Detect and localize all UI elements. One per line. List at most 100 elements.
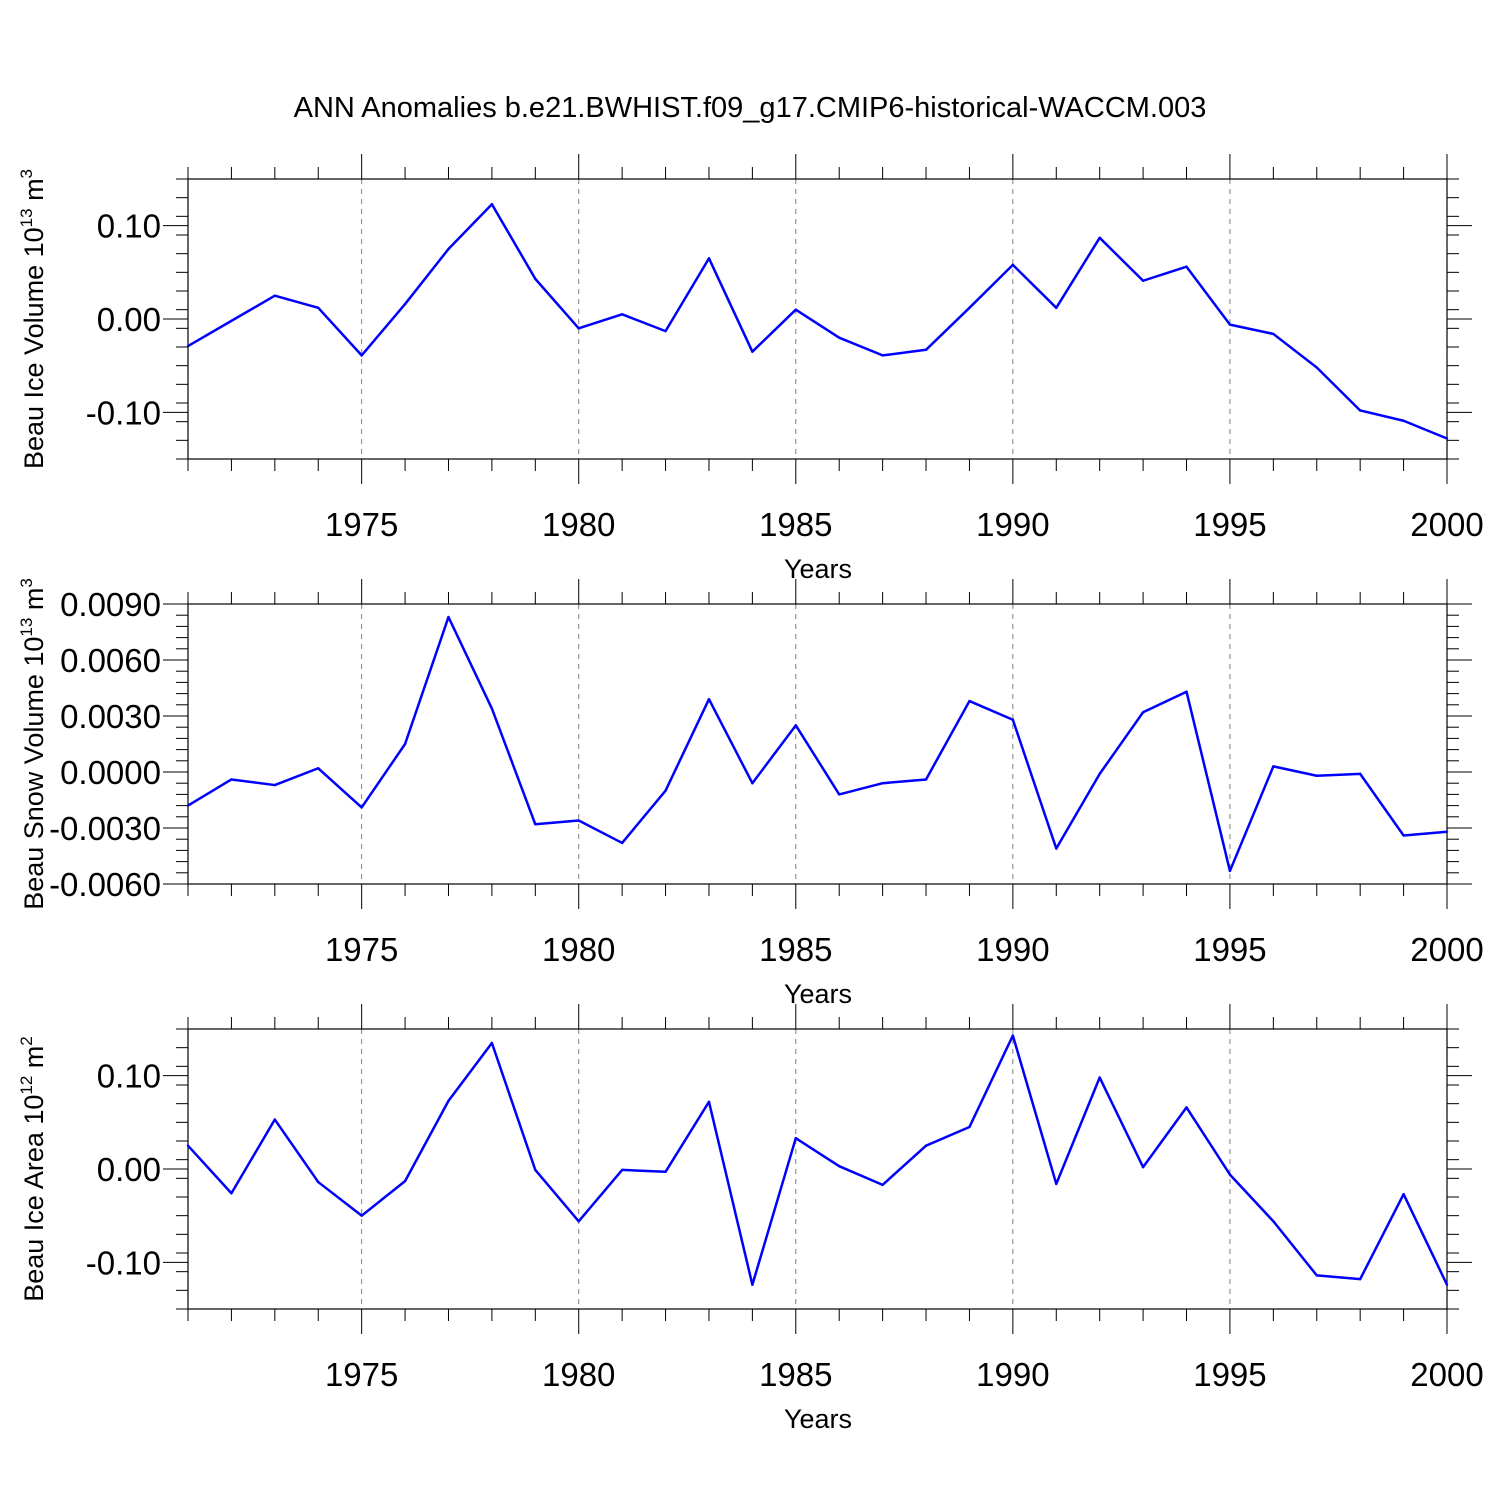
data-point	[664, 1170, 667, 1174]
y-axis-title-exponent: 12	[17, 1076, 36, 1095]
data-point	[403, 302, 407, 306]
x-axis-title: Years	[784, 1404, 852, 1434]
y-tick-label: 0.10	[97, 208, 161, 245]
y-tick-label: 0.0000	[60, 754, 161, 791]
data-point	[1055, 1182, 1058, 1186]
data-point	[924, 778, 928, 781]
data-point	[186, 1144, 190, 1147]
data-point	[1272, 332, 1275, 336]
data-point	[490, 203, 494, 206]
x-tick-label: 1995	[1193, 1356, 1266, 1393]
data-point	[273, 294, 277, 297]
data-point	[1141, 279, 1145, 282]
data-point	[1098, 1076, 1101, 1079]
y-axis-title-text: Beau Snow Volume 10	[19, 637, 49, 910]
data-point	[1445, 830, 1449, 833]
y-tick-label: 0.00	[97, 301, 161, 338]
data-point	[1402, 834, 1405, 837]
data-point	[794, 724, 797, 727]
data-point	[881, 1183, 884, 1187]
data-point	[1315, 1274, 1318, 1277]
y-axis-title-unit-exponent: 3	[17, 578, 36, 587]
data-point	[403, 742, 407, 746]
data-point	[1358, 1277, 1362, 1281]
data-point	[1011, 263, 1015, 267]
data-point	[1358, 772, 1362, 776]
x-tick-label: 1990	[976, 931, 1049, 968]
y-axis-title-exponent: 13	[17, 618, 36, 637]
plot-frame	[187, 603, 1448, 885]
data-point	[1272, 1220, 1275, 1223]
plot-frame	[187, 1028, 1448, 1310]
series-line	[187, 615, 1448, 873]
data-point	[707, 698, 711, 701]
data-point	[1098, 772, 1101, 776]
data-point	[1445, 437, 1449, 440]
data-point	[447, 1099, 450, 1103]
data-point	[360, 806, 363, 809]
data-point	[664, 329, 667, 333]
x-tick-label: 2000	[1410, 931, 1483, 968]
y-tick-label: 0.00	[97, 1151, 161, 1188]
data-point	[230, 1192, 233, 1195]
data-point	[968, 699, 971, 703]
y-tick-label: -0.10	[86, 1244, 161, 1281]
y-axis-title: Beau Snow Volume 1013 m3	[17, 578, 49, 910]
data-point	[1055, 306, 1058, 309]
data-point	[794, 1137, 797, 1140]
x-tick-label: 1980	[542, 1356, 615, 1393]
data-point	[881, 782, 884, 785]
data-point	[490, 1041, 494, 1045]
data-point	[1445, 1283, 1449, 1286]
data-point	[1315, 366, 1318, 369]
data-point	[534, 277, 537, 281]
data-point	[838, 336, 841, 339]
data-point	[577, 1220, 580, 1223]
data-point	[317, 306, 320, 309]
data-point	[577, 327, 580, 330]
y-axis-title-unit: m	[19, 178, 49, 208]
panel-2: -0.0060 -0.0030 0.0000 0.0030 0.0060 0.0090 19…	[17, 578, 1484, 1009]
y-axis-title-exponent: 13	[17, 208, 36, 227]
data-point	[1228, 323, 1232, 326]
data-point	[881, 354, 884, 357]
x-tick-label: 1985	[759, 1356, 832, 1393]
data-point	[273, 1118, 277, 1121]
data-point	[1185, 1106, 1188, 1109]
data-point	[751, 782, 754, 785]
panel-3: -0.10 0.00 0.10 1975 1980 1985 1990 1995 2000 Yea…	[17, 1004, 1484, 1434]
data-point	[1402, 1193, 1405, 1196]
data-point	[838, 793, 841, 796]
y-tick-label: -0.0060	[49, 866, 161, 903]
data-point	[1011, 1034, 1015, 1037]
data-point	[230, 778, 233, 781]
data-point	[1011, 718, 1015, 721]
data-point	[751, 1283, 754, 1286]
x-axis-title: Years	[784, 979, 852, 1009]
x-tick-label: 1995	[1193, 506, 1266, 543]
data-point	[447, 615, 450, 619]
data-point	[1098, 236, 1101, 239]
data-point	[1315, 774, 1318, 777]
data-point	[664, 789, 667, 792]
x-tick-label: 1975	[325, 1356, 398, 1393]
data-point	[968, 306, 971, 309]
data-point	[968, 1125, 971, 1129]
data-point	[707, 1100, 711, 1104]
data-point	[534, 1168, 537, 1172]
x-tick-label: 1985	[759, 931, 832, 968]
plot-frame	[187, 178, 1448, 460]
x-tick-label: 1985	[759, 506, 832, 543]
data-point	[534, 823, 537, 826]
data-point	[1185, 265, 1188, 268]
series-line	[187, 1034, 1449, 1286]
y-axis-title: Beau Ice Area 1012 m2	[17, 1036, 49, 1302]
data-point	[620, 1168, 624, 1172]
y-axis-title-unit: m	[19, 588, 49, 618]
data-point	[794, 308, 797, 311]
data-point	[1141, 1165, 1145, 1169]
y-tick-label: 0.0060	[60, 642, 161, 679]
data-point	[620, 841, 624, 845]
x-tick-label: 1980	[542, 506, 615, 543]
y-axis-title-unit-exponent: 2	[17, 1036, 36, 1045]
